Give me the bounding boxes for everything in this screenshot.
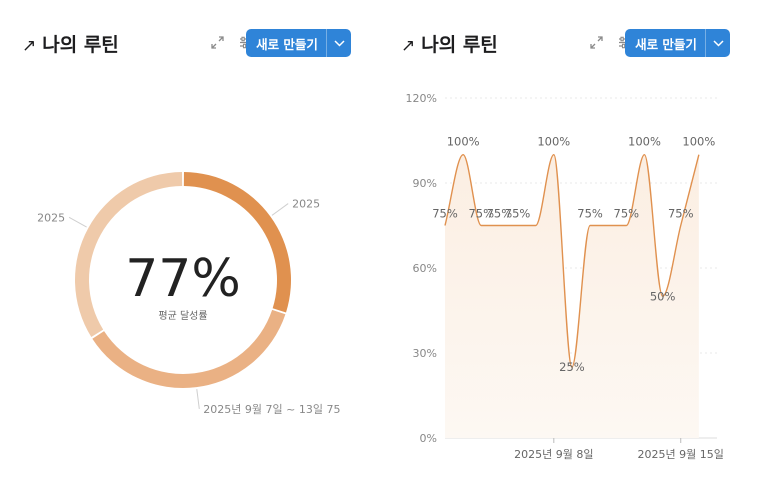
data-label: 75% <box>577 207 603 221</box>
x-tick-labels: 2025년 9월 8일 2025년 9월 15일 <box>514 438 724 461</box>
donut-chart: 77% 평균 달성률 2025 2025년 9월 7일 ~ 13일 75 2025 <box>37 172 340 416</box>
arrow-up-right-icon: ↗ <box>401 36 416 56</box>
y-tick-label: 0% <box>420 432 437 445</box>
y-tick-label: 30% <box>413 347 437 360</box>
x-tick-label: 2025년 9월 15일 <box>638 447 724 461</box>
routine-panel-line: ↗ 나의 루틴 새로 만들기 0% 30% 60% 90% 120% 2025년 9월 8… <box>379 0 758 486</box>
data-label: 75% <box>505 207 531 221</box>
data-label: 100% <box>537 135 570 149</box>
panel-title-text: 나의 루틴 <box>421 34 498 56</box>
donut-center-label: 평균 달성률 <box>158 310 207 322</box>
donut-slice-label: 2025 <box>37 211 65 224</box>
leader-line <box>271 203 289 216</box>
x-tick-label: 2025년 9월 8일 <box>514 447 593 461</box>
button-divider <box>705 29 706 57</box>
chevron-down-icon[interactable] <box>706 39 730 47</box>
routine-panel-donut: ↗ 나의 루틴 새로 만들기 77% 평균 달성률 2025 2025년 9월 7일… <box>22 28 351 416</box>
line-chart: 0%30%60%90%120% 2025년 9월 8일 2025년 9월 15일 … <box>406 92 724 461</box>
donut-slice[interactable] <box>92 309 286 388</box>
y-tick-label: 120% <box>406 92 437 105</box>
data-label: 25% <box>559 360 585 374</box>
donut-slice-label: 2025년 9월 7일 ~ 13일 75 <box>203 402 340 416</box>
donut-slice[interactable] <box>75 172 183 338</box>
panel-title[interactable]: ↗ 나의 루틴 <box>22 30 119 57</box>
series-line <box>444 153 700 368</box>
new-button-label: 새로 만들기 <box>256 36 318 52</box>
y-tick-labels: 0% 30% 60% 90% 120% <box>406 92 437 445</box>
panel-header: ↗ 나의 루틴 새로 만들기 <box>22 28 351 58</box>
data-label: 50% <box>650 289 676 303</box>
y-tick-label: 60% <box>413 262 437 275</box>
panel-title-text: 나의 루틴 <box>42 34 119 56</box>
donut-leader-lines <box>68 203 289 410</box>
data-label: 75% <box>487 207 513 221</box>
new-routine-button[interactable]: 새로 만들기 <box>246 29 351 57</box>
button-divider <box>326 29 327 57</box>
leader-line <box>68 216 87 228</box>
panel-header: ↗ 나의 루틴 새로 만들기 <box>401 28 730 58</box>
new-routine-button[interactable]: 새로 만들기 <box>625 29 730 57</box>
new-button-label: 새로 만들기 <box>635 36 697 52</box>
chevron-down-icon[interactable] <box>327 39 351 47</box>
donut-slice-label: 2025 <box>292 198 320 211</box>
data-label: 100% <box>682 135 715 149</box>
data-labels: 75%100%75%75%75%100%25%75% 75%100%50%75%1… <box>432 135 715 374</box>
panel-title[interactable]: ↗ 나의 루틴 <box>401 30 498 57</box>
arrow-up-right-icon: ↗ <box>22 36 37 56</box>
y-tick-label: 90% <box>413 177 437 190</box>
data-label: 100% <box>628 135 661 149</box>
donut-slices <box>75 172 291 388</box>
data-label: 75% <box>468 207 494 221</box>
data-label: 75% <box>432 207 458 221</box>
leader-line <box>196 389 200 410</box>
donut-slice[interactable] <box>183 172 291 313</box>
data-label: 100% <box>447 135 480 149</box>
data-label: 75% <box>668 207 694 221</box>
data-label: 75% <box>614 207 640 221</box>
expand-icon[interactable] <box>587 33 605 51</box>
donut-center-value: 77% <box>125 249 241 309</box>
expand-icon[interactable] <box>208 33 226 51</box>
